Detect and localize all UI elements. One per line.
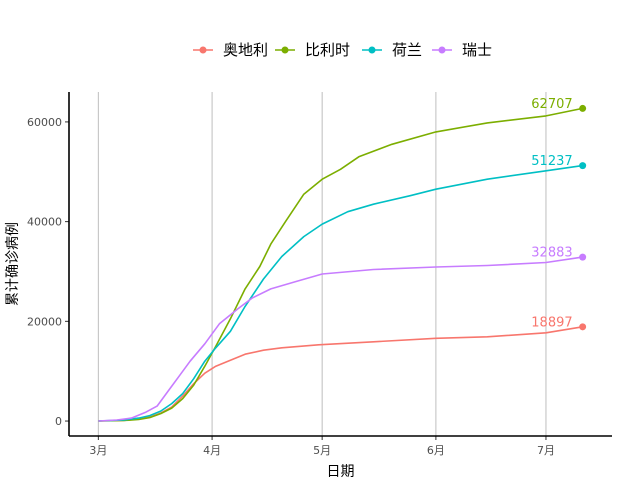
grid-lines (97, 92, 547, 436)
legend-key-point (281, 46, 289, 54)
series-lines: 18897 62707 51237 32883 (98, 97, 587, 422)
series-line (98, 107, 583, 422)
series-end-label: 18897 (531, 315, 572, 330)
y-tick-label: 0 (55, 415, 62, 428)
y-tick-labels: 0 20000 40000 60000 (27, 116, 62, 428)
series-end-label: 62707 (531, 97, 572, 112)
legend-item: 瑞士 (432, 41, 492, 59)
x-axis-title: 日期 (327, 464, 355, 480)
x-tick-label: 3月 (89, 444, 107, 457)
legend: 奥地利 比利时 荷兰 瑞士 (193, 41, 492, 59)
series-end-label: 51237 (531, 154, 572, 169)
series-end-label: 32883 (531, 246, 572, 261)
x-tick-label: 5月 (313, 444, 331, 457)
y-axis-title: 累计确诊病例 (5, 222, 21, 306)
legend-label: 瑞士 (462, 41, 492, 59)
x-tick-label: 4月 (203, 444, 221, 457)
x-tick-labels: 3月 4月 5月 6月 7月 (89, 444, 555, 457)
legend-item: 荷兰 (362, 41, 422, 59)
y-tick-label: 60000 (27, 116, 62, 129)
legend-label: 荷兰 (392, 41, 422, 59)
x-tick-label: 7月 (537, 444, 555, 457)
series-line (98, 164, 583, 422)
series-line (98, 256, 583, 422)
y-tick-label: 40000 (27, 216, 62, 229)
legend-key-point (368, 46, 376, 54)
series-end-point (579, 162, 587, 170)
series-line (98, 326, 583, 422)
series-end-point (579, 104, 587, 112)
legend-label: 奥地利 (223, 41, 268, 59)
x-tick-label: 6月 (427, 444, 445, 457)
legend-key-point (438, 46, 446, 54)
legend-label: 比利时 (305, 41, 350, 59)
y-tick-label: 20000 (27, 315, 62, 328)
legend-item: 奥地利 (193, 41, 268, 59)
axes (65, 92, 612, 440)
series-end-point (579, 323, 587, 331)
legend-key-point (199, 46, 207, 54)
legend-item: 比利时 (275, 41, 350, 59)
series-end-point (579, 253, 587, 261)
